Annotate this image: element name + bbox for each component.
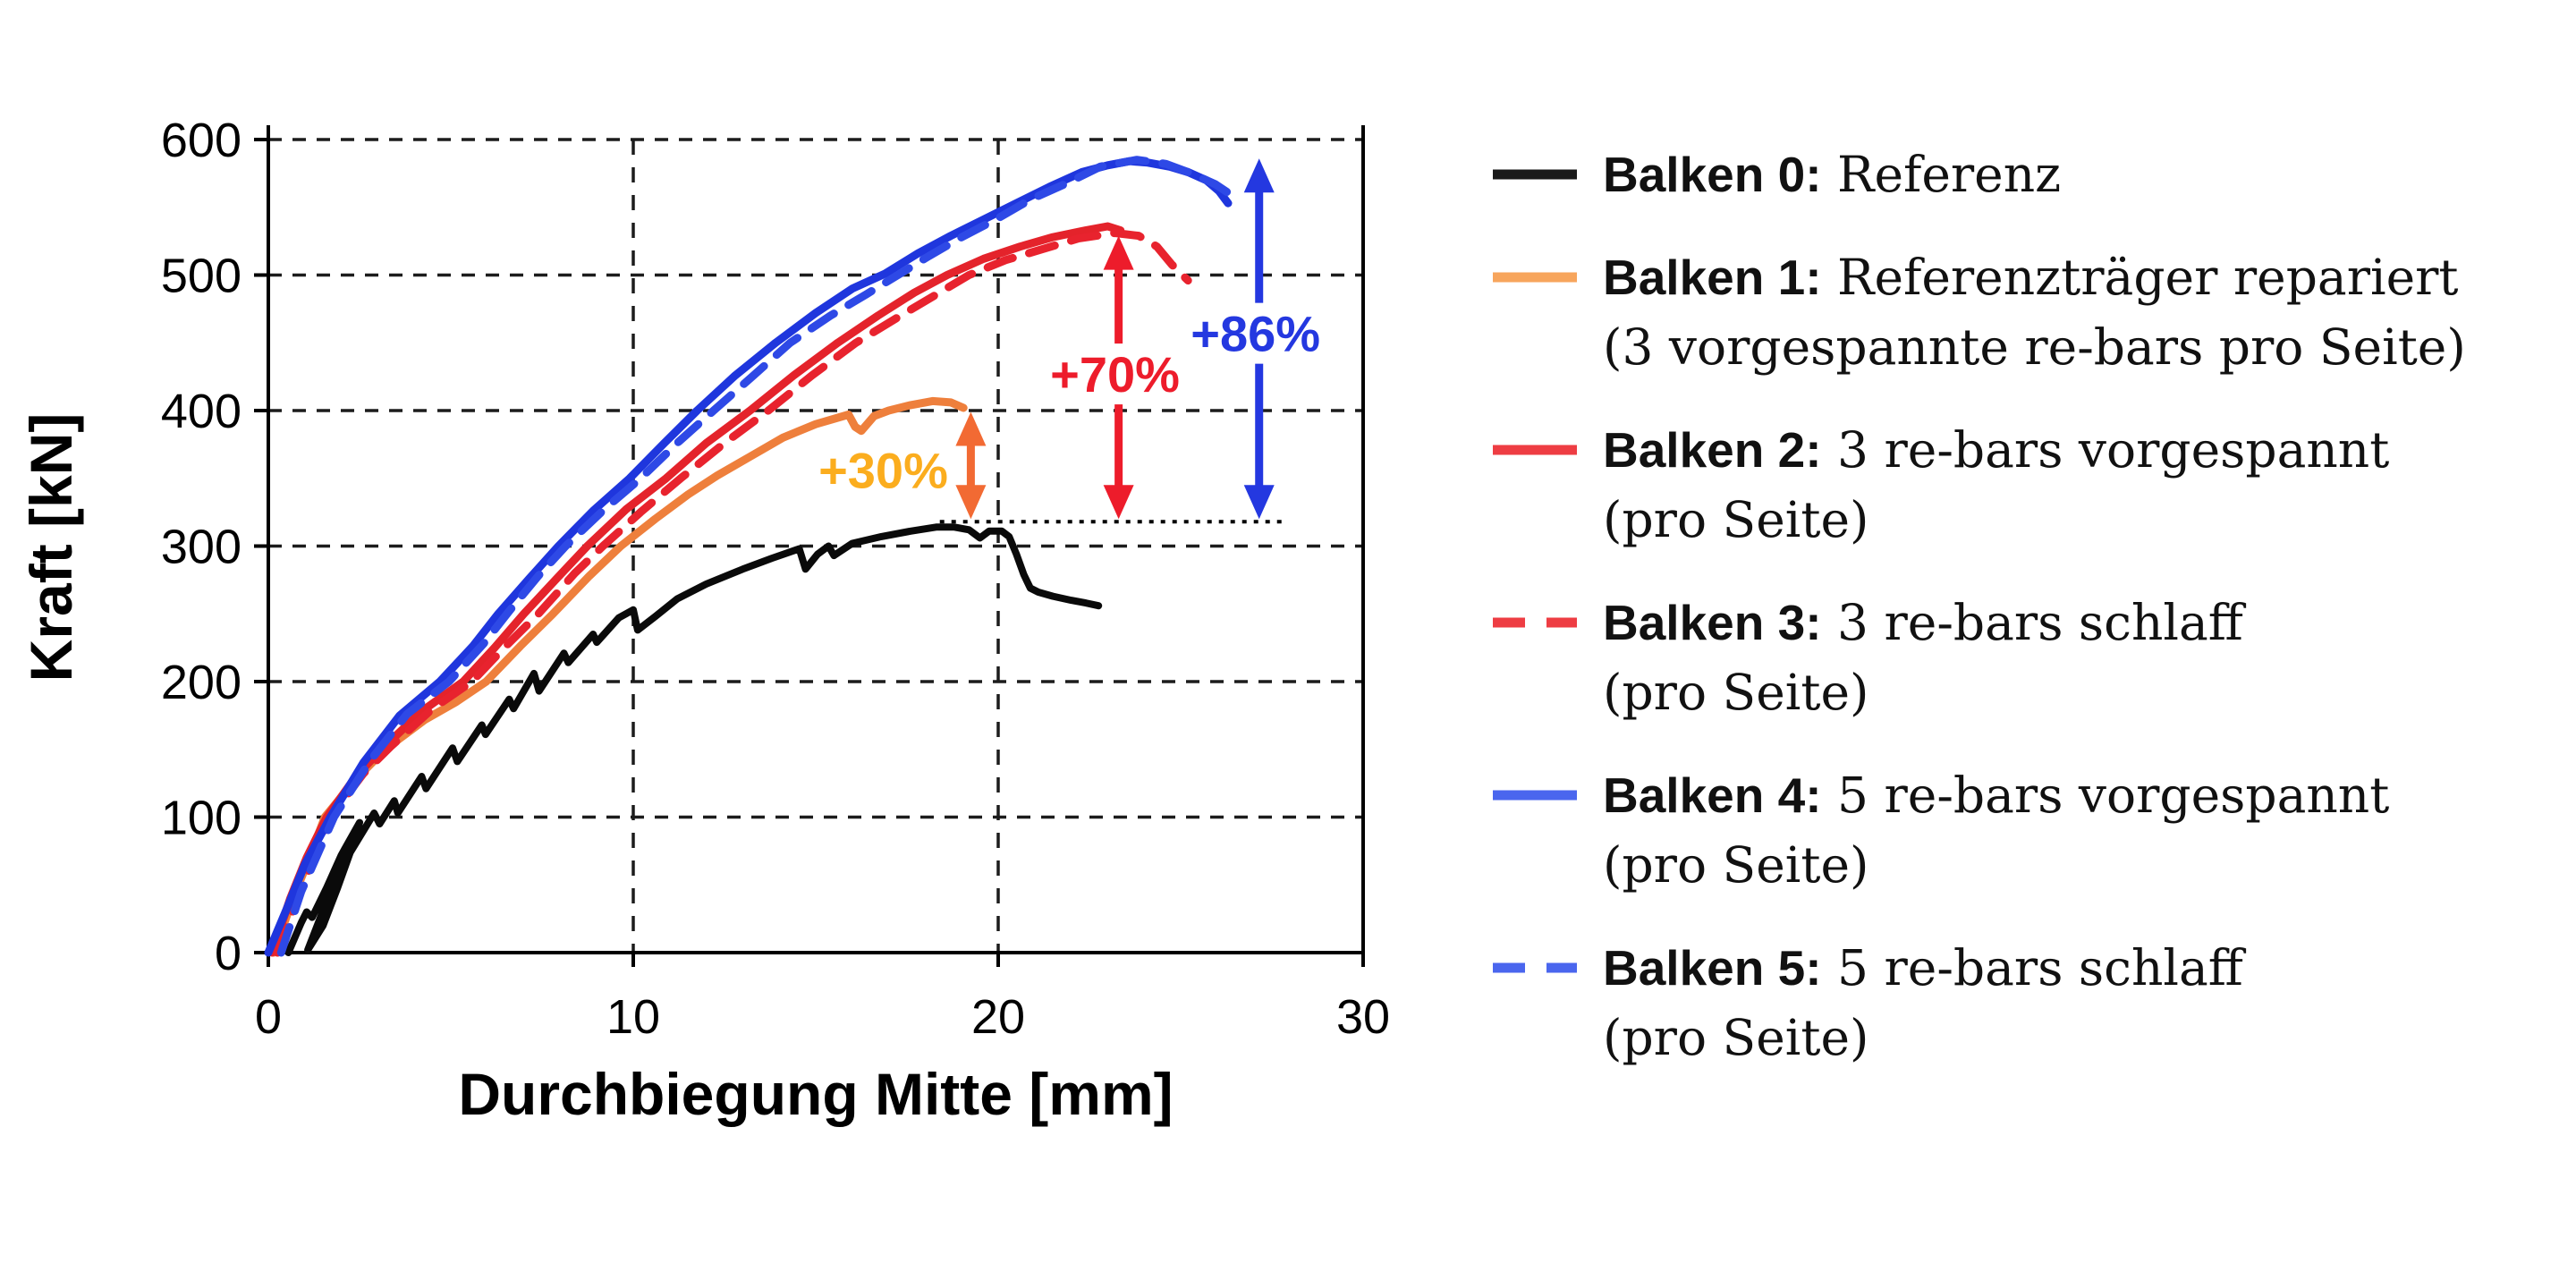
y-axis-title: Kraft [kN] [18, 413, 84, 682]
arrow-head-down-+86% [1243, 485, 1275, 520]
arrow-head-down-+70% [1103, 485, 1134, 520]
x-tick-label-10: 10 [606, 990, 660, 1044]
y-tick-label-0: 0 [215, 927, 242, 980]
legend-swatch-balken-2-solid [1493, 445, 1577, 455]
legend-entry-balken-2: Balken 2: 3 re-bars vorgespannt (pro Seit… [1492, 415, 2547, 555]
series-balken-0 [284, 523, 1103, 956]
legend-label-balken-2: Balken 2: 3 re-bars vorgespannt (pro Seit… [1603, 421, 2390, 548]
series-balken-5 [276, 156, 1238, 957]
series-balken-3 [273, 229, 1192, 957]
x-tick-label-0: 0 [255, 990, 282, 1044]
arrow-head-up-+30% [955, 411, 987, 446]
legend-swatch-balken-1-solid [1493, 272, 1577, 283]
legend-entry-balken-3: Balken 3: 3 re-bars schlaff (pro Seite) [1492, 588, 2547, 727]
x-tick-label-30: 30 [1336, 990, 1390, 1044]
legend-entry-balken-0: Balken 0: Referenz [1492, 140, 2547, 209]
axes: 0 100 200 300 400 500 600 0 10 20 30 [161, 114, 1390, 1044]
label-backdrop-+86% [1173, 302, 1338, 364]
legend-swatch-balken-5-dashed [1493, 962, 1577, 973]
x-axis-title: Durchbiegung Mitte [mm] [458, 1061, 1173, 1127]
y-tick-label-200: 200 [161, 656, 242, 709]
legend-swatch-balken-3-dashed [1493, 617, 1577, 628]
legend-swatch-balken-0-solid [1493, 169, 1577, 180]
label-backdrop-+70% [1032, 343, 1198, 405]
y-tick-label-400: 400 [161, 385, 242, 438]
legend-entry-balken-1: Balken 1: Referenzträger repariert (3 vor… [1492, 242, 2547, 382]
y-tick-label-500: 500 [161, 250, 242, 303]
legend-entry-balken-5: Balken 5: 5 re-bars schlaff (pro Seite) [1492, 933, 2547, 1072]
percent-arrows: +30% +70%+86% [818, 158, 1338, 520]
gridlines [268, 138, 1363, 953]
percent-label-+30%: +30% [818, 443, 948, 499]
y-tick-label-300: 300 [161, 521, 242, 574]
legend-entry-balken-4: Balken 4: 5 re-bars vorgespannt (pro Seit… [1492, 760, 2547, 900]
percent-label-+86%: +86% [1191, 306, 1320, 362]
legend-label-balken-3: Balken 3: 3 re-bars schlaff (pro Seite) [1603, 594, 2243, 721]
legend-label-balken-5: Balken 5: 5 re-bars schlaff (pro Seite) [1603, 939, 2243, 1066]
arrow-head-up-+70% [1103, 235, 1134, 270]
arrow-head-up-+86% [1243, 158, 1275, 193]
arrow-head-down-+30% [955, 485, 987, 520]
y-tick-label-100: 100 [161, 792, 242, 845]
series-balken-4 [264, 157, 1233, 957]
data-curves [264, 156, 1238, 957]
percent-label-+70%: +70% [1050, 346, 1180, 403]
legend-label-balken-0: Balken 0: Referenz [1603, 146, 2062, 203]
legend-swatch-balken-4-solid [1493, 790, 1577, 801]
legend: Balken 0: Referenz Balken 1: Referenzträg… [1492, 140, 2547, 1106]
y-tick-label-600: 600 [161, 114, 242, 167]
legend-label-balken-4: Balken 4: 5 re-bars vorgespannt (pro Seit… [1603, 767, 2390, 894]
legend-label-balken-1: Balken 1: Referenzträger repariert (3 vor… [1603, 249, 2466, 376]
x-tick-label-20: 20 [971, 990, 1025, 1044]
